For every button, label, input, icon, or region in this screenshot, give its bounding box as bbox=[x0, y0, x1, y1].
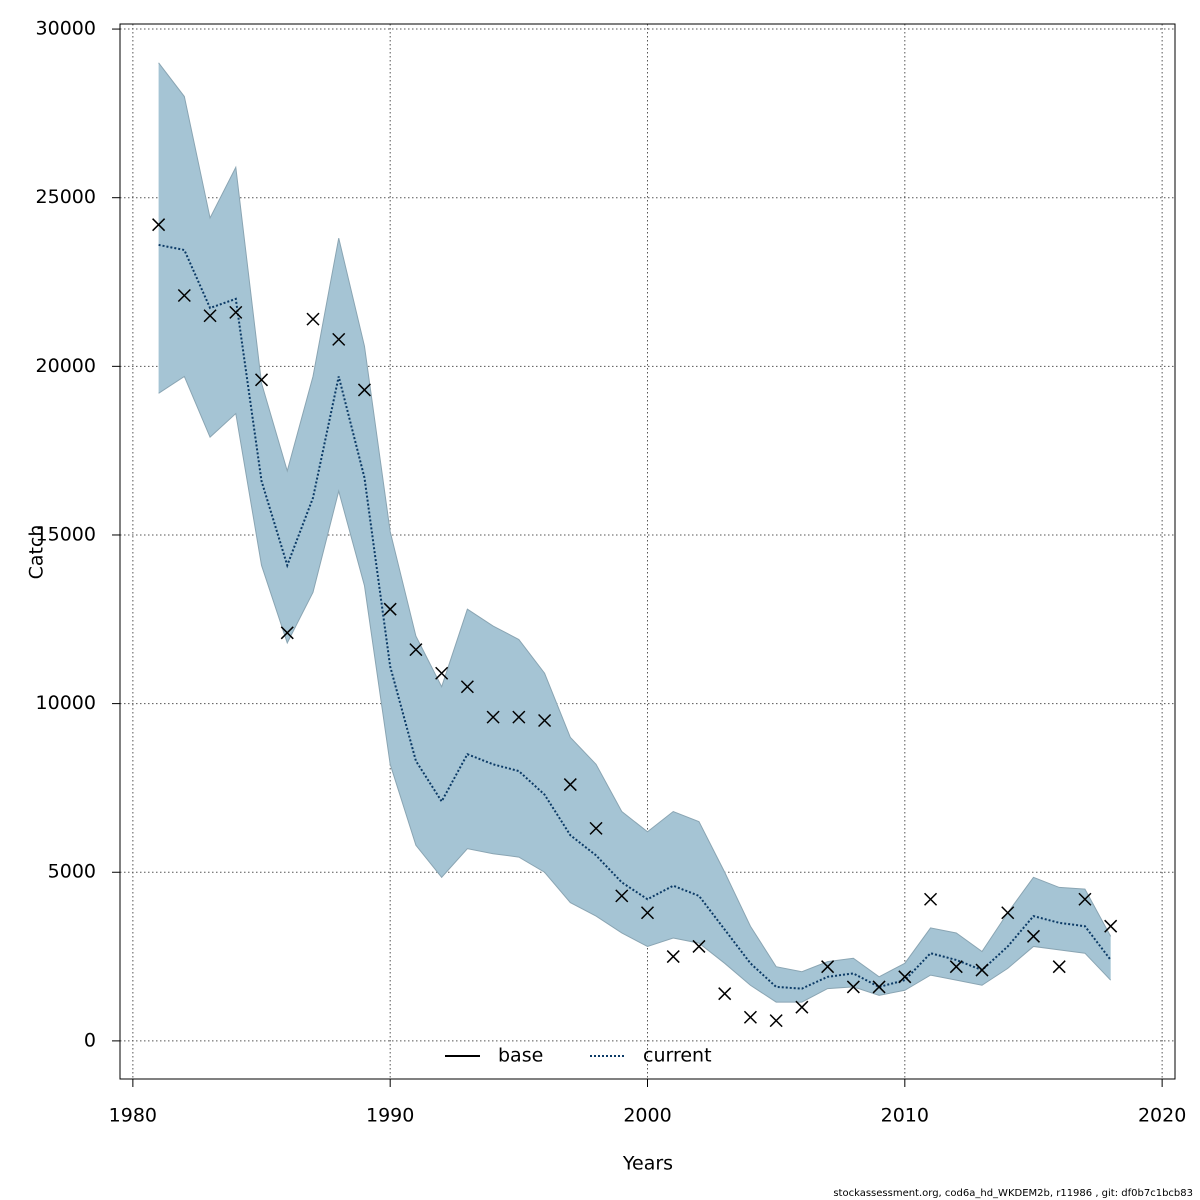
x-tick-label: 2020 bbox=[1138, 1105, 1186, 1127]
observation bbox=[692, 939, 706, 953]
observation bbox=[1001, 906, 1015, 920]
observation bbox=[486, 710, 500, 724]
observation bbox=[306, 312, 320, 326]
observation bbox=[846, 980, 860, 994]
y-tick-label: 5000 bbox=[48, 861, 96, 883]
footer: stockassessment.org, cod6a_hd_WKDEM2b, r… bbox=[833, 1188, 1193, 1199]
observation bbox=[409, 643, 423, 657]
observation bbox=[280, 626, 294, 640]
plot-frame bbox=[119, 23, 1176, 1080]
legend-label: base bbox=[498, 1045, 543, 1067]
observation bbox=[640, 906, 655, 920]
x-tick-label: 1990 bbox=[366, 1105, 414, 1127]
observation bbox=[435, 666, 449, 680]
y-tick-label: 15000 bbox=[36, 523, 96, 545]
y-tick-label: 30000 bbox=[36, 18, 96, 40]
observation bbox=[203, 309, 217, 323]
observation bbox=[229, 305, 243, 319]
observation bbox=[718, 987, 732, 1001]
observation bbox=[1026, 929, 1041, 943]
y-axis-label: Catch bbox=[26, 525, 48, 580]
observation bbox=[615, 889, 629, 903]
observation bbox=[357, 383, 371, 397]
band-upper bbox=[158, 62, 1112, 978]
observation bbox=[795, 1000, 809, 1014]
x-tick-label: 1980 bbox=[109, 1105, 157, 1127]
estimate-line bbox=[158, 243, 1112, 990]
observation bbox=[872, 980, 886, 994]
y-tick-label: 20000 bbox=[36, 355, 96, 377]
observation bbox=[512, 710, 526, 724]
observation bbox=[821, 960, 835, 974]
observation bbox=[383, 602, 397, 616]
observation bbox=[177, 288, 191, 303]
observation bbox=[924, 892, 938, 906]
observation bbox=[332, 332, 346, 346]
observation bbox=[666, 950, 680, 964]
legend-label: current bbox=[643, 1045, 712, 1067]
observation bbox=[1078, 892, 1092, 906]
observation bbox=[975, 963, 989, 977]
y-tick-label: 10000 bbox=[36, 692, 96, 714]
band-lower bbox=[158, 375, 1112, 1003]
observation bbox=[152, 218, 166, 232]
observation bbox=[538, 713, 552, 728]
observation bbox=[460, 680, 474, 694]
observation bbox=[898, 970, 912, 984]
observation bbox=[769, 1014, 783, 1028]
observation bbox=[1052, 960, 1066, 974]
observation bbox=[254, 373, 269, 387]
confidence-band bbox=[158, 62, 1111, 1003]
x-tick-label: 2000 bbox=[623, 1105, 671, 1127]
observation bbox=[743, 1010, 757, 1024]
x-tick-label: 2010 bbox=[881, 1105, 929, 1127]
y-tick-label: 0 bbox=[84, 1029, 96, 1051]
observation bbox=[949, 960, 963, 974]
y-tick-label: 25000 bbox=[36, 186, 96, 208]
observation bbox=[563, 778, 577, 792]
observation bbox=[589, 821, 603, 835]
observation bbox=[1104, 919, 1118, 933]
x-axis-label: Years bbox=[622, 1153, 673, 1175]
